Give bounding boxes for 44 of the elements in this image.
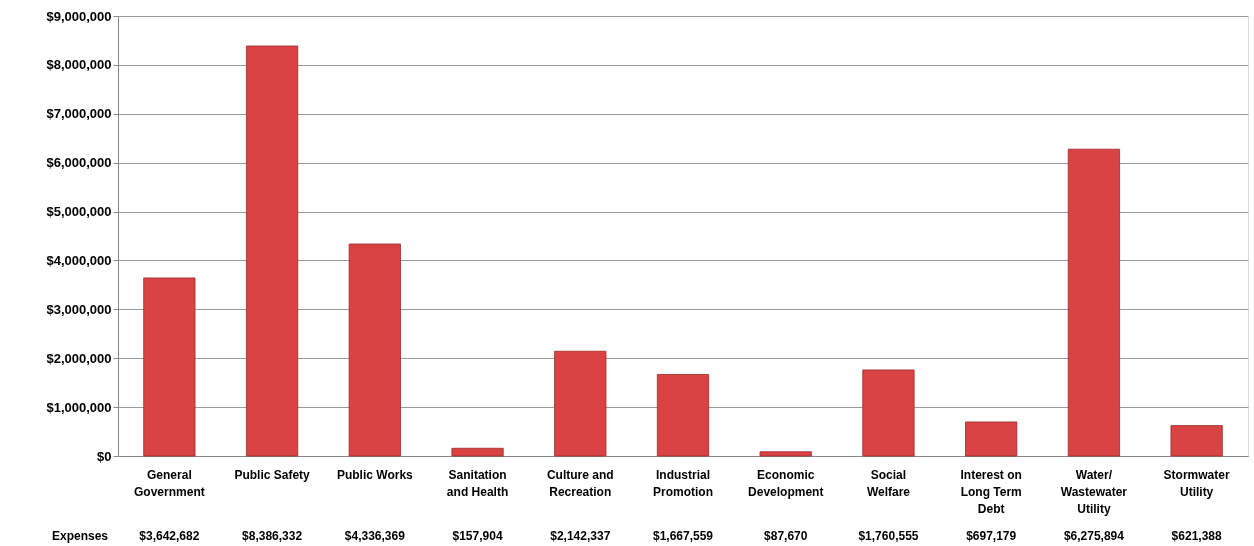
x-tick-label: Sanitation and Health [446, 468, 509, 499]
bar [862, 369, 915, 457]
bar [143, 277, 196, 457]
y-tick-label: $0 [97, 448, 112, 464]
data-label: $87,670 [764, 529, 808, 543]
y-tick-label: $3,000,000 [46, 301, 112, 317]
bar [451, 447, 504, 457]
x-tick-label: Interest on Long Term Debt [960, 468, 1022, 516]
data-label: $6,275,894 [1063, 529, 1125, 543]
data-label: $2,142,337 [550, 529, 611, 543]
data-label: $8,386,332 [242, 529, 303, 543]
y-tick-label: $8,000,000 [46, 57, 112, 73]
y-tick-label: $6,000,000 [46, 155, 112, 171]
x-tick-label: Economic Development [748, 468, 824, 499]
x-tick-label: Public Safety [234, 468, 311, 482]
bar [554, 350, 607, 457]
x-tick-label: Public Works [336, 468, 414, 482]
data-label: $1,760,555 [858, 529, 919, 543]
bar [1170, 425, 1223, 457]
y-tick-label: $4,000,000 [46, 252, 112, 268]
x-tick-label: Industrial Promotion [653, 468, 713, 499]
bar [1067, 148, 1120, 457]
bar [246, 45, 299, 457]
text: Expenses [51, 529, 109, 543]
y-tick-label: $5,000,000 [46, 204, 112, 220]
data-label: $697,179 [966, 529, 1017, 543]
bar [759, 451, 812, 457]
data-label: $157,904 [452, 529, 503, 543]
y-tick-label: $1,000,000 [46, 399, 112, 415]
bar [965, 421, 1018, 457]
data-label: $4,336,369 [344, 529, 406, 543]
bar [348, 243, 401, 457]
bar [656, 374, 710, 457]
data-label: $621,388 [1171, 529, 1222, 543]
y-tick-label: $7,000,000 [46, 106, 112, 122]
x-tick-label: General Government [134, 468, 205, 499]
y-tick-label: $9,000,000 [46, 8, 112, 24]
data-label: $1,667,559 [652, 529, 714, 543]
x-tick-label: Stormwater Utility [1163, 468, 1230, 499]
x-tick-label: Water/ Wastewater Utility [1060, 468, 1128, 516]
x-tick-label: Culture and Recreation [546, 468, 614, 499]
x-tick-label: Social Welfare [866, 468, 911, 499]
y-tick-label: $2,000,000 [46, 350, 112, 366]
data-label: $3,642,682 [139, 529, 200, 543]
